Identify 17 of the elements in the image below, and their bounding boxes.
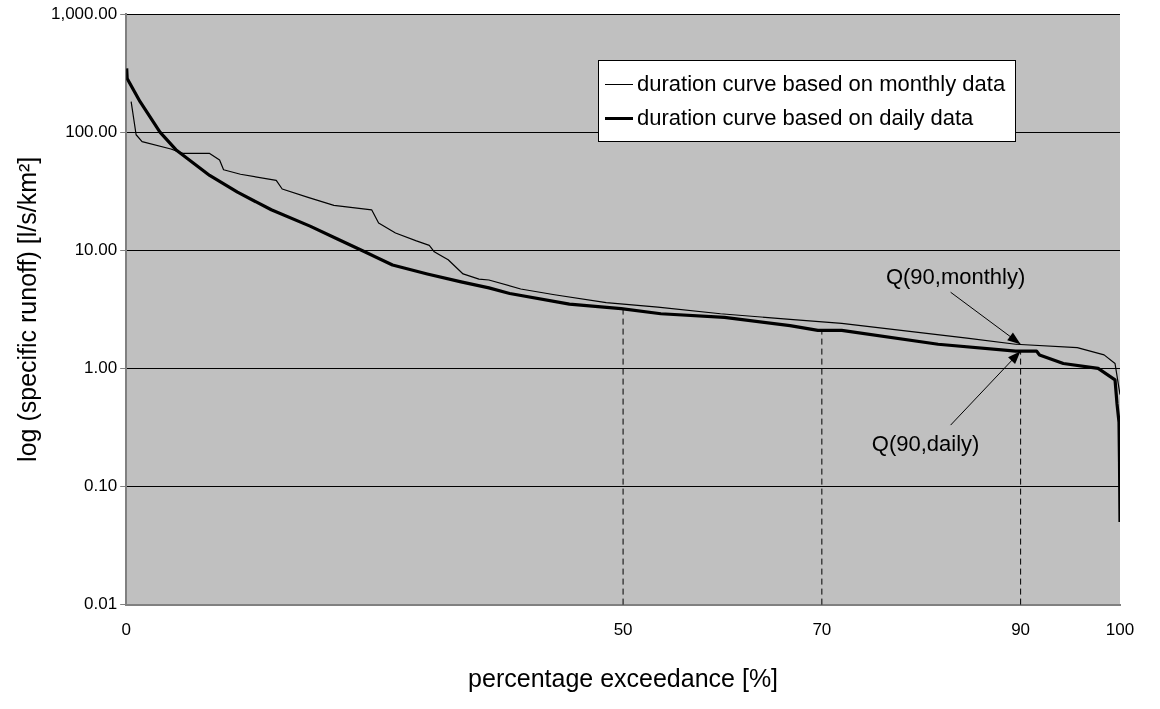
x-tick-label: 50 — [613, 620, 633, 640]
legend-label: duration curve based on daily data — [637, 105, 974, 131]
y-tick-label: 1.00 — [84, 358, 118, 378]
y-axis-title: log (specific runoff) [l/s/km²] — [12, 156, 41, 462]
y-tick-label: 0.01 — [84, 594, 118, 614]
x-tick-label: 100 — [1105, 620, 1135, 640]
y-tick-label: 1,000.00 — [50, 3, 118, 23]
x-axis-title: percentage exceedance [%] — [468, 663, 779, 692]
x-tick-label: 0 — [121, 620, 131, 640]
y-tick-label: 0.10 — [84, 476, 118, 496]
annotation: Q(90,daily) — [871, 431, 980, 457]
annotation: Q(90,monthly) — [885, 264, 1026, 290]
y-tick-label: 10.00 — [74, 239, 118, 259]
legend-label: duration curve based on monthly data — [637, 71, 1006, 97]
x-tick-label: 70 — [812, 620, 832, 640]
x-tick-label: 90 — [1011, 620, 1031, 640]
y-tick-label: 100.00 — [65, 121, 118, 141]
